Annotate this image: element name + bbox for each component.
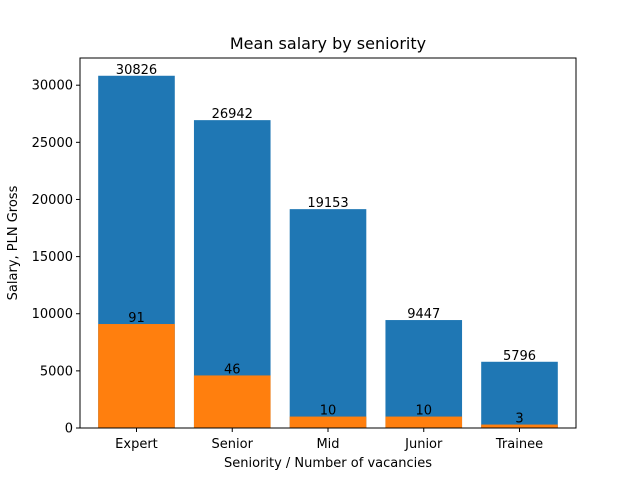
- y-tick-label: 0: [65, 422, 73, 437]
- vacancies-data-label-senior: 46: [224, 362, 241, 377]
- data-labels-layer: 30826 26942 19153 9447 5796 91 46 10 10 3: [116, 63, 536, 427]
- salary-data-label-trainee: 5796: [503, 349, 536, 364]
- salary-bar-mid: [289, 209, 367, 428]
- y-tick-label: 25000: [32, 136, 73, 151]
- salary-data-label-senior: 26942: [212, 107, 253, 122]
- y-axis-label: Salary, PLN Gross: [6, 185, 21, 300]
- x-tick-label-senior: Senior: [212, 437, 254, 452]
- x-axis-label: Seniority / Number of vacancies: [224, 456, 432, 471]
- chart-title: Mean salary by seniority: [230, 34, 426, 53]
- vacancies-bar-senior: [193, 375, 271, 428]
- x-axis: Expert Senior Mid Junior Trainee: [115, 428, 543, 452]
- vacancies-data-label-trainee: 3: [515, 412, 523, 427]
- x-tick-label-mid: Mid: [316, 437, 339, 452]
- vacancies-data-label-expert: 91: [128, 311, 145, 326]
- vacancies-data-label-junior: 10: [415, 404, 432, 419]
- vacancies-bar-expert: [98, 324, 175, 428]
- y-tick-label: 5000: [40, 364, 73, 379]
- salary-data-label-expert: 30826: [116, 63, 157, 78]
- y-tick-label: 10000: [32, 307, 73, 322]
- salary-data-label-mid: 19153: [307, 196, 348, 211]
- vacancies-bar-trainee: [481, 424, 558, 428]
- y-axis: 0 5000 10000 15000 20000 25000 30000: [32, 79, 80, 437]
- x-tick-label-expert: Expert: [115, 437, 158, 452]
- vacancies-data-label-mid: 10: [320, 404, 337, 419]
- vacancies-bar-mid: [289, 416, 367, 428]
- salary-bar-junior: [385, 320, 463, 428]
- x-tick-label-trainee: Trainee: [495, 437, 543, 452]
- salary-data-label-junior: 9447: [407, 307, 440, 322]
- y-tick-label: 20000: [32, 193, 73, 208]
- x-tick-label-junior: Junior: [404, 437, 443, 452]
- y-tick-label: 30000: [32, 79, 73, 94]
- bars-layer: [98, 75, 558, 428]
- vacancies-bar-junior: [385, 416, 463, 428]
- y-tick-label: 15000: [32, 250, 73, 265]
- salary-bar-trainee: [481, 361, 558, 428]
